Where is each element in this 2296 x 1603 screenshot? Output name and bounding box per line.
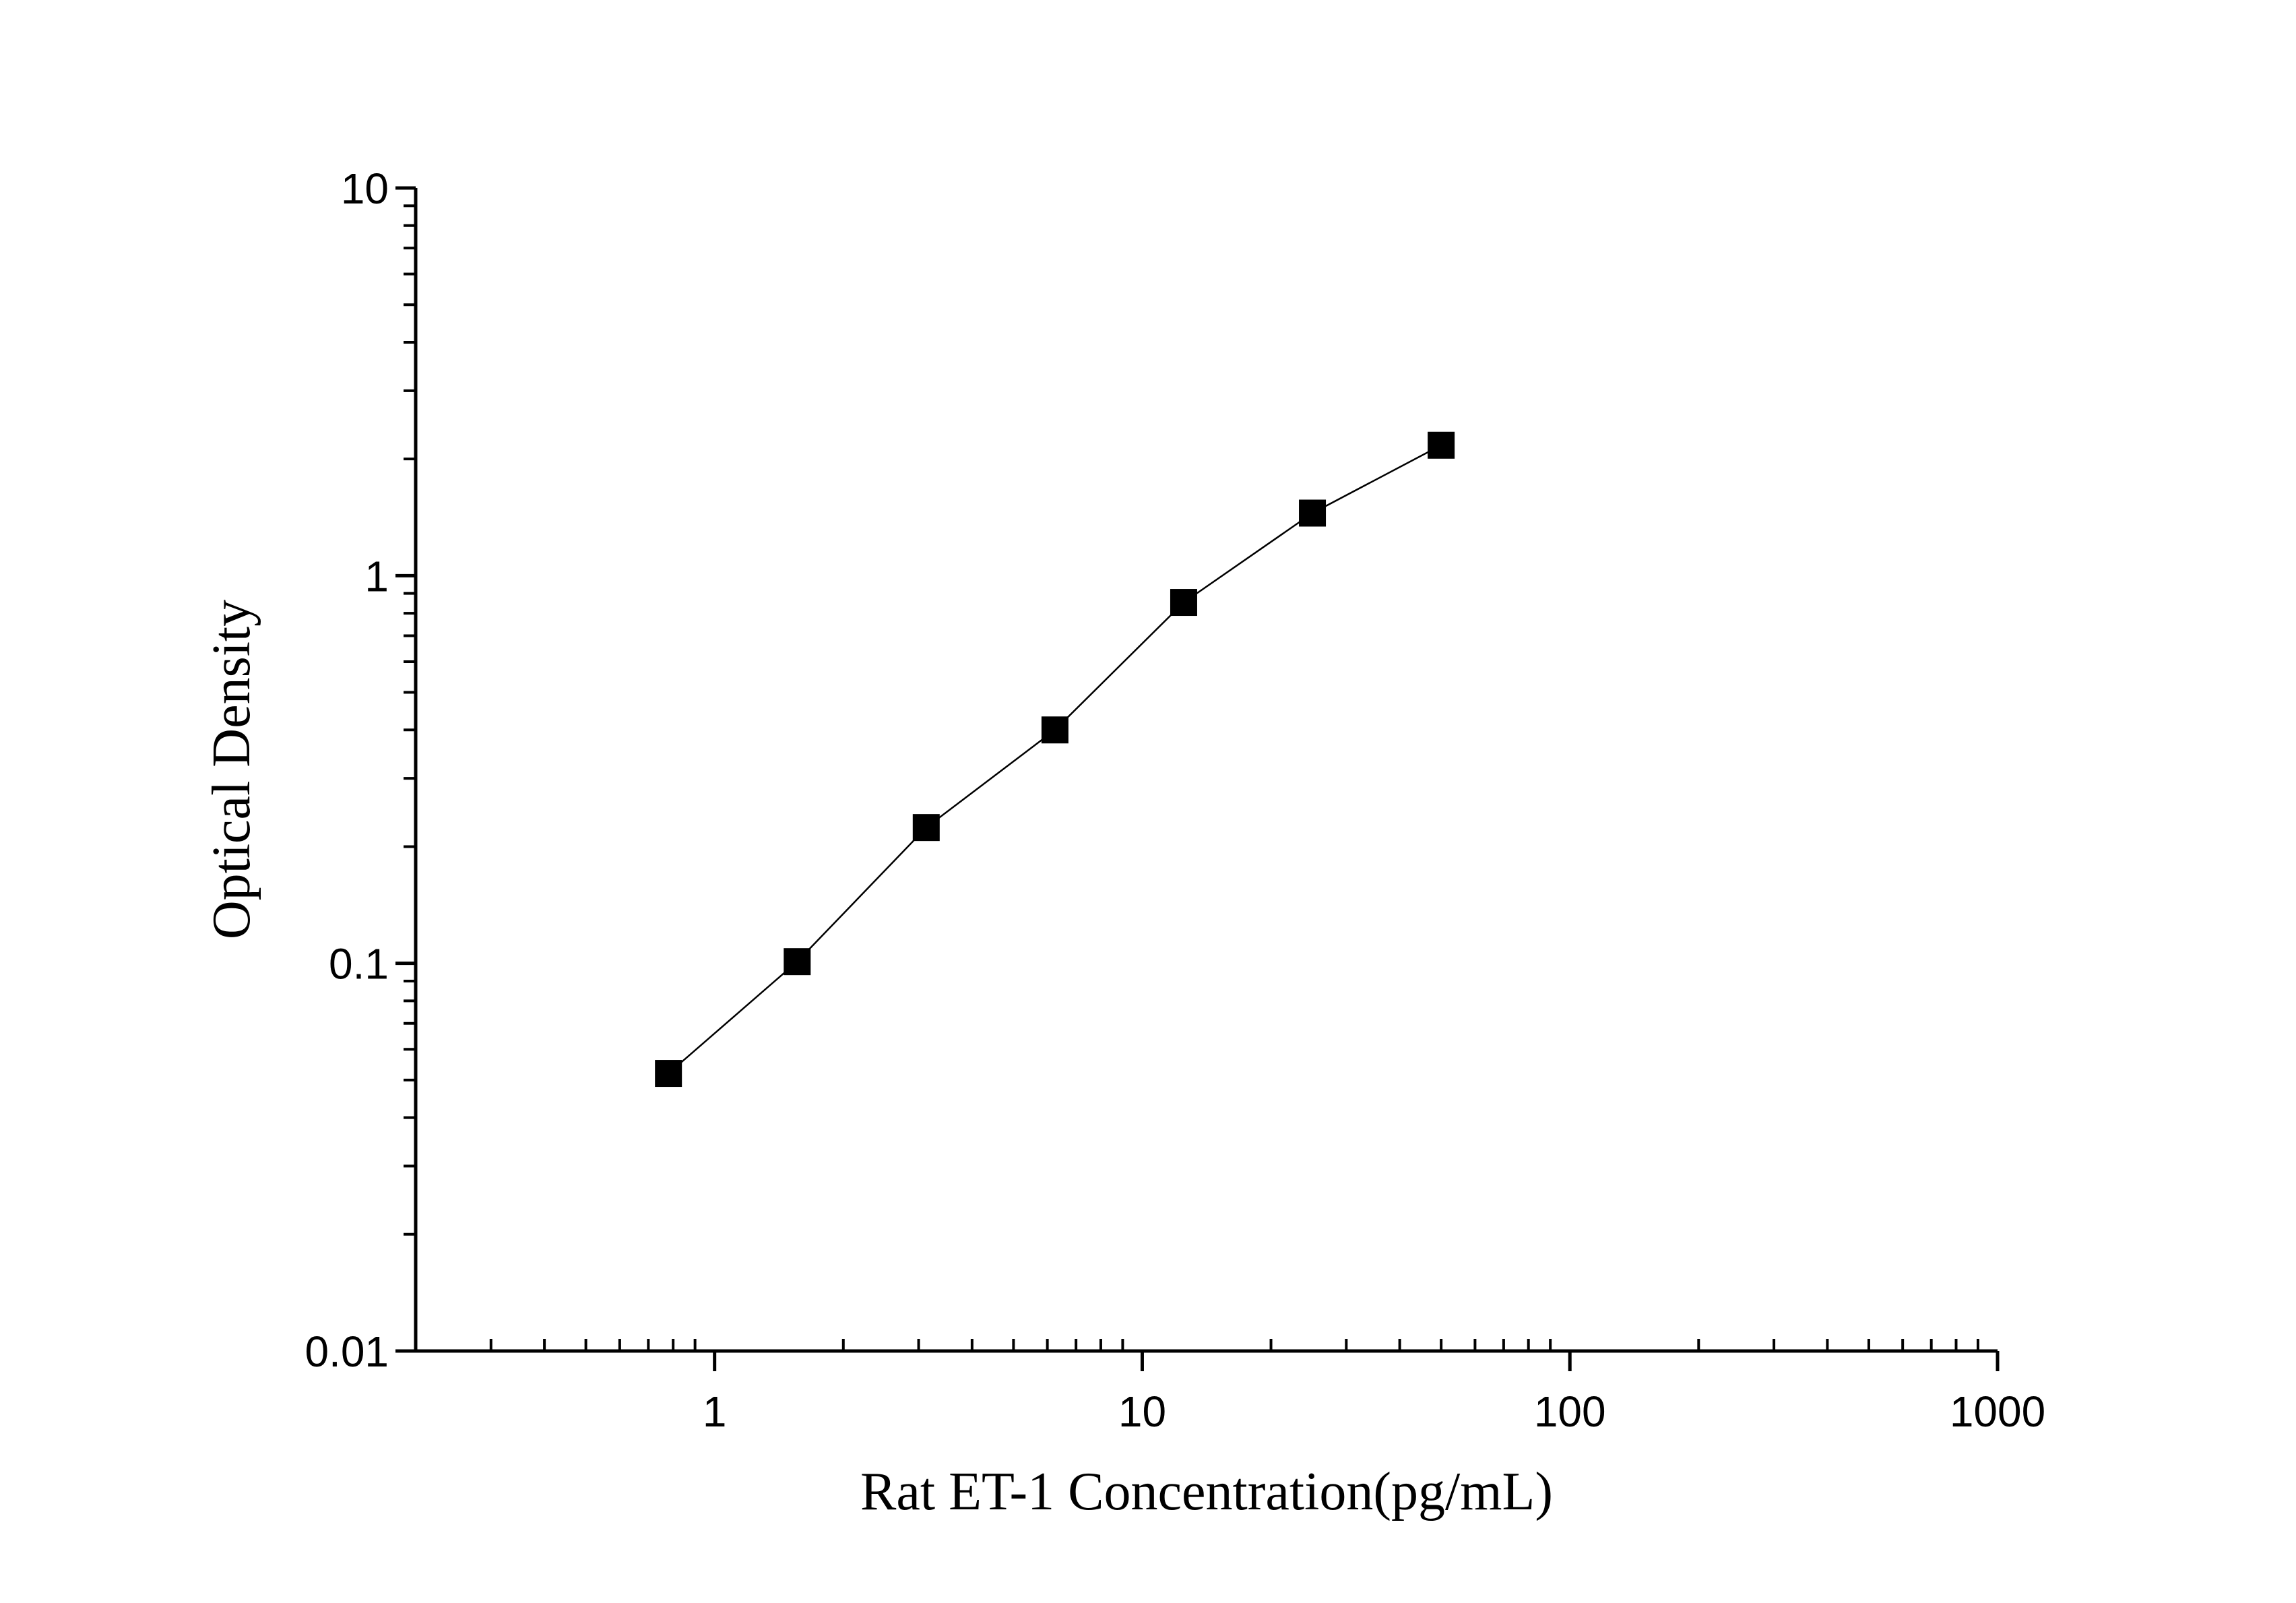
y-tick-label: 0.01 xyxy=(305,1327,389,1376)
y-tick-label: 10 xyxy=(341,164,389,213)
marker xyxy=(1299,499,1327,527)
y-tick-label: 0.1 xyxy=(329,940,389,988)
marker xyxy=(1170,589,1197,617)
series-line xyxy=(668,444,1442,1075)
marker xyxy=(784,948,811,976)
x-tick-label: 10 xyxy=(1118,1387,1166,1436)
x-axis-title: Rat ET-1 Concentration(pg/mL) xyxy=(860,1462,1553,1521)
y-axis-title: Optical Density xyxy=(202,600,261,939)
marker xyxy=(1428,431,1455,459)
marker xyxy=(655,1060,682,1088)
x-tick-label: 100 xyxy=(1534,1387,1606,1436)
x-tick-label: 1 xyxy=(703,1387,727,1436)
y-tick-label: 1 xyxy=(364,552,389,600)
marker xyxy=(912,814,940,842)
marker xyxy=(1041,716,1069,744)
x-tick-label: 1000 xyxy=(1950,1387,2045,1436)
